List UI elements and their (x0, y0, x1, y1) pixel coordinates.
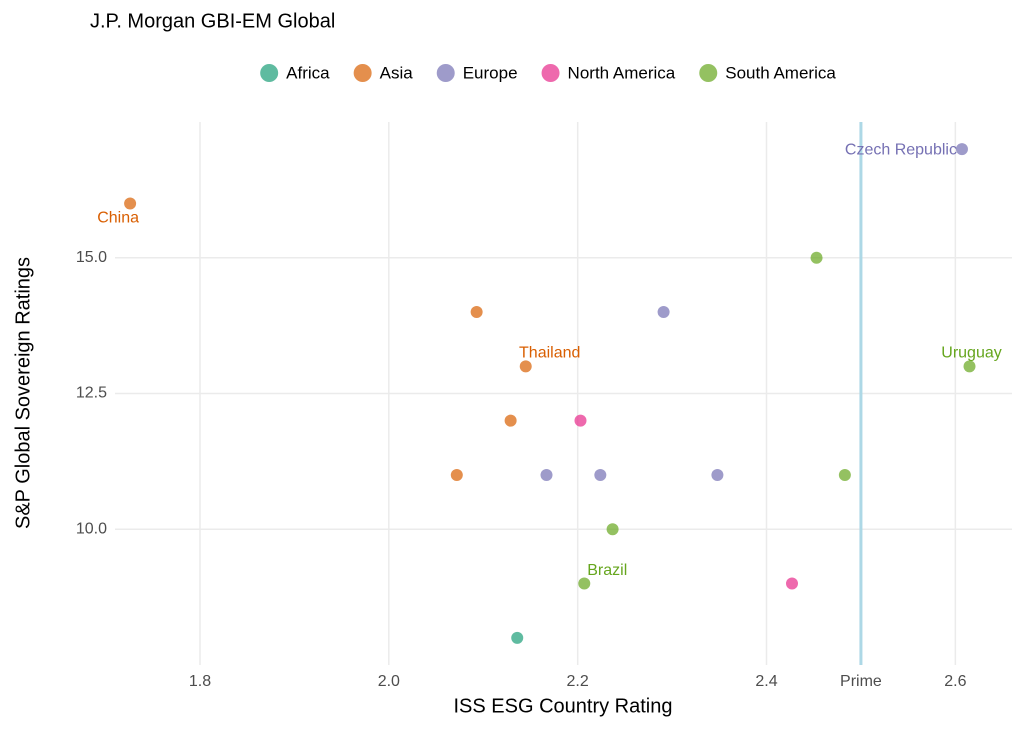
point (963, 360, 976, 373)
y-tick-label: 12.5 (76, 385, 107, 402)
point (810, 251, 823, 264)
legend-marker (541, 64, 560, 82)
point (606, 523, 619, 536)
legend-label: Europe (463, 63, 518, 82)
x-axis-label: ISS ESG Country Rating (454, 695, 673, 717)
point (711, 468, 724, 481)
legend-marker (260, 64, 279, 82)
point (838, 468, 851, 481)
point (124, 197, 137, 210)
legend-label: Africa (286, 63, 330, 82)
legend-label: North America (568, 63, 676, 82)
legend-marker (353, 64, 372, 82)
x-tick-label: 2.6 (944, 673, 966, 690)
x-tick-label: Prime (840, 673, 882, 690)
y-tick-label: 10.0 (76, 520, 107, 537)
point (785, 577, 798, 590)
x-tick-label: 2.2 (567, 673, 589, 690)
y-axis-label: S&P Global Sovereign Ratings (12, 257, 34, 529)
point (504, 414, 517, 427)
point-label: China (97, 210, 139, 227)
chart-title: J.P. Morgan GBI-EM Global (90, 10, 335, 32)
point-label: Czech Republic (845, 141, 957, 158)
point (511, 631, 524, 644)
point (519, 360, 532, 373)
point-label: Thailand (519, 345, 580, 362)
point (657, 306, 670, 319)
point (540, 468, 553, 481)
point (450, 468, 463, 481)
legend-marker (436, 64, 455, 82)
point-label: Uruguay (941, 345, 1001, 362)
legend-marker (699, 64, 718, 82)
point (470, 306, 483, 319)
point (955, 143, 968, 156)
point (578, 577, 591, 590)
legend-label: South America (725, 63, 836, 82)
y-tick-label: 15.0 (76, 249, 107, 266)
legend-label: Asia (380, 63, 414, 82)
point (594, 468, 607, 481)
point (574, 414, 587, 427)
x-tick-label: 2.0 (378, 673, 400, 690)
x-tick-label: 2.4 (755, 673, 777, 690)
point-label: Brazil (587, 562, 627, 579)
x-tick-label: 1.8 (189, 673, 211, 690)
